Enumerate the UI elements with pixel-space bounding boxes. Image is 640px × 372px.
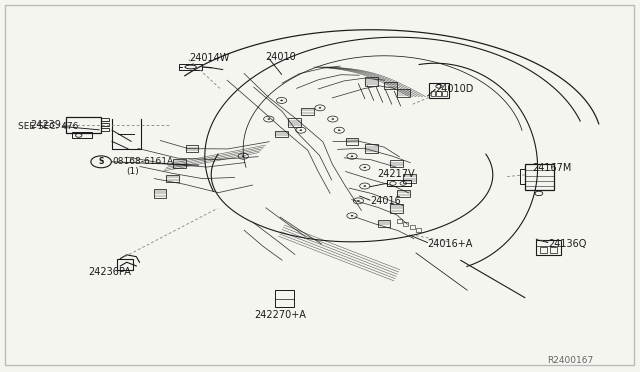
Circle shape [351, 155, 353, 157]
Text: 24014W: 24014W [189, 53, 229, 62]
Bar [410, 225, 415, 229]
Circle shape [319, 107, 321, 109]
Text: 24016+A: 24016+A [428, 239, 473, 248]
Text: 24239: 24239 [30, 120, 61, 129]
Circle shape [357, 200, 360, 202]
Bar [66, 117, 101, 133]
Bar [442, 91, 447, 96]
Bar [301, 108, 314, 115]
Circle shape [364, 185, 366, 187]
Bar [536, 240, 561, 255]
Text: S: S [99, 157, 104, 166]
Circle shape [280, 100, 283, 101]
Bar [550, 247, 557, 253]
Text: 08168-6161A: 08168-6161A [112, 157, 173, 166]
Text: R2400167: R2400167 [547, 356, 593, 365]
Text: 24010: 24010 [266, 52, 296, 61]
Bar [186, 145, 198, 152]
Text: 24167M: 24167M [532, 163, 572, 173]
Bar [179, 64, 202, 70]
Bar [397, 219, 402, 223]
Bar [275, 131, 288, 137]
Bar [397, 89, 410, 97]
Bar [525, 164, 554, 190]
Bar [173, 159, 186, 168]
Bar [101, 123, 109, 126]
Bar [520, 169, 525, 184]
Bar [436, 91, 441, 96]
Bar [101, 128, 109, 131]
Text: 24136Q: 24136Q [548, 239, 586, 248]
Bar [429, 83, 449, 98]
Bar [387, 180, 411, 186]
Text: 24217V: 24217V [378, 169, 415, 179]
Text: 24236PA: 24236PA [88, 267, 131, 277]
Bar [346, 138, 358, 145]
Bar [378, 220, 390, 227]
Circle shape [242, 155, 244, 157]
Bar [154, 189, 166, 198]
Bar [403, 222, 408, 226]
Text: 242270+A: 242270+A [255, 311, 307, 320]
Bar [72, 132, 92, 138]
Bar [365, 77, 378, 86]
Circle shape [268, 118, 270, 120]
Bar [288, 118, 301, 127]
Bar [117, 259, 133, 270]
Bar [416, 228, 421, 232]
Circle shape [338, 129, 340, 131]
Bar [275, 290, 294, 307]
Bar [540, 247, 547, 253]
Bar [403, 174, 416, 183]
Bar [365, 144, 378, 153]
Circle shape [300, 129, 302, 131]
Bar [101, 118, 109, 121]
Circle shape [364, 167, 366, 168]
Bar [384, 82, 397, 89]
Text: (1): (1) [127, 167, 140, 176]
Text: SEE SEC. 476: SEE SEC. 476 [18, 122, 78, 131]
Circle shape [332, 118, 334, 120]
Bar [390, 160, 403, 167]
Circle shape [351, 215, 353, 217]
Bar [431, 91, 435, 96]
Bar [397, 190, 410, 197]
Bar [390, 204, 403, 213]
Text: 24016: 24016 [370, 196, 401, 206]
Text: 24010D: 24010D [435, 84, 474, 94]
Bar [166, 175, 179, 182]
